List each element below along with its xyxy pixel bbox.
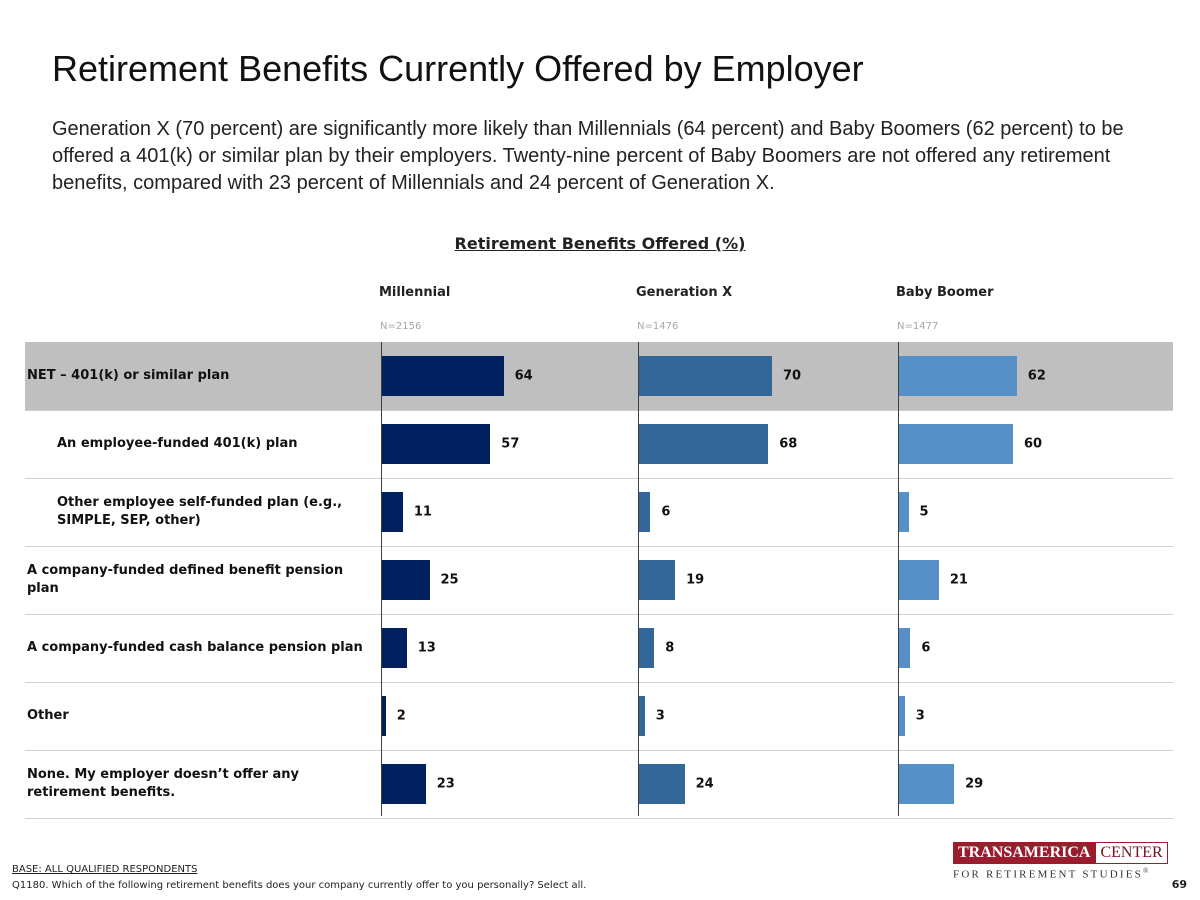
row-separator (25, 750, 1173, 751)
data-label: 5 (919, 504, 929, 520)
series-header: Generation X (636, 285, 733, 300)
bar (382, 696, 386, 736)
page-subtitle: Generation X (70 percent) are significan… (52, 118, 1124, 194)
question-note: Q1180. Which of the following retirement… (12, 880, 587, 891)
bar (639, 492, 651, 532)
row-label: None. My employer doesn’t offer any reti… (27, 767, 300, 800)
page-number: 69 (1171, 878, 1187, 891)
sample-size-label: N=2156 (380, 321, 422, 332)
row-label: Other (27, 708, 69, 723)
bar (639, 628, 655, 668)
bar (899, 696, 905, 736)
bar (382, 492, 403, 532)
page-title: Retirement Benefits Currently Offered by… (52, 48, 864, 89)
row-separator (25, 478, 1173, 479)
bar (639, 424, 769, 464)
logo-tagline: FOR RETIREMENT STUDIES® (953, 867, 1163, 881)
row-label: NET – 401(k) or similar plan (27, 368, 230, 383)
row-label: Other employee self-funded plan (e.g., S… (57, 495, 343, 528)
panel-axis (898, 342, 899, 816)
data-label: 68 (779, 436, 798, 452)
bar (899, 764, 955, 804)
data-label: 3 (915, 708, 925, 724)
data-label: 11 (413, 504, 432, 520)
data-label: 3 (655, 708, 665, 724)
sample-size-label: N=1476 (637, 321, 679, 332)
series-header: Baby Boomer (896, 285, 994, 300)
data-label: 25 (440, 572, 459, 588)
data-label: 6 (661, 504, 671, 520)
row-label: A company-funded cash balance pension pl… (27, 640, 363, 655)
transamerica-logo: TRANSAMERICA CENTER FOR RETIREMENT STUDI… (953, 842, 1168, 882)
series-header: Millennial (379, 285, 451, 300)
logo-transamerica: TRANSAMERICA (953, 842, 1096, 864)
row-separator (25, 818, 1173, 819)
data-label: 64 (514, 368, 533, 384)
data-label: 2 (396, 708, 406, 724)
logo-registered-mark: ® (1142, 867, 1149, 875)
bar (639, 764, 685, 804)
chart-title: Retirement Benefits Offered (%) (454, 234, 746, 253)
sample-size-label: N=1477 (897, 321, 939, 332)
row-label: A company-funded defined benefit pension… (27, 563, 344, 596)
bar (382, 424, 491, 464)
bar (899, 424, 1013, 464)
bar (899, 560, 939, 600)
data-label: 57 (501, 436, 520, 452)
bar (639, 560, 676, 600)
data-label: 29 (965, 776, 984, 792)
row-separator (25, 614, 1173, 615)
bar (382, 356, 504, 396)
data-label: 24 (695, 776, 714, 792)
logo-tagline-text: FOR RETIREMENT STUDIES (953, 868, 1143, 881)
row-separator (25, 682, 1173, 683)
chart-title-wrap: Retirement Benefits Offered (%) (0, 234, 1200, 254)
data-label: 60 (1024, 436, 1043, 452)
data-label: 19 (686, 572, 705, 588)
data-label: 62 (1027, 368, 1046, 384)
row-label: An employee-funded 401(k) plan (57, 436, 298, 451)
panel-axis (381, 342, 382, 816)
bar (382, 764, 426, 804)
row-separator (25, 546, 1173, 547)
bar (639, 356, 772, 396)
bar (382, 628, 407, 668)
panel-axis (638, 342, 639, 816)
row-separator (25, 410, 1173, 411)
bar (382, 560, 430, 600)
data-label: 21 (949, 572, 968, 588)
data-label: 13 (417, 640, 436, 656)
data-label: 70 (783, 368, 802, 384)
data-label: 6 (921, 640, 931, 656)
bar (899, 628, 911, 668)
bar (639, 696, 645, 736)
data-label: 8 (665, 640, 675, 656)
data-label: 23 (436, 776, 455, 792)
base-note: BASE: ALL QUALIFIED RESPONDENTS (12, 864, 198, 875)
logo-center: CENTER (1095, 842, 1168, 864)
bar (899, 356, 1017, 396)
bar (899, 492, 909, 532)
